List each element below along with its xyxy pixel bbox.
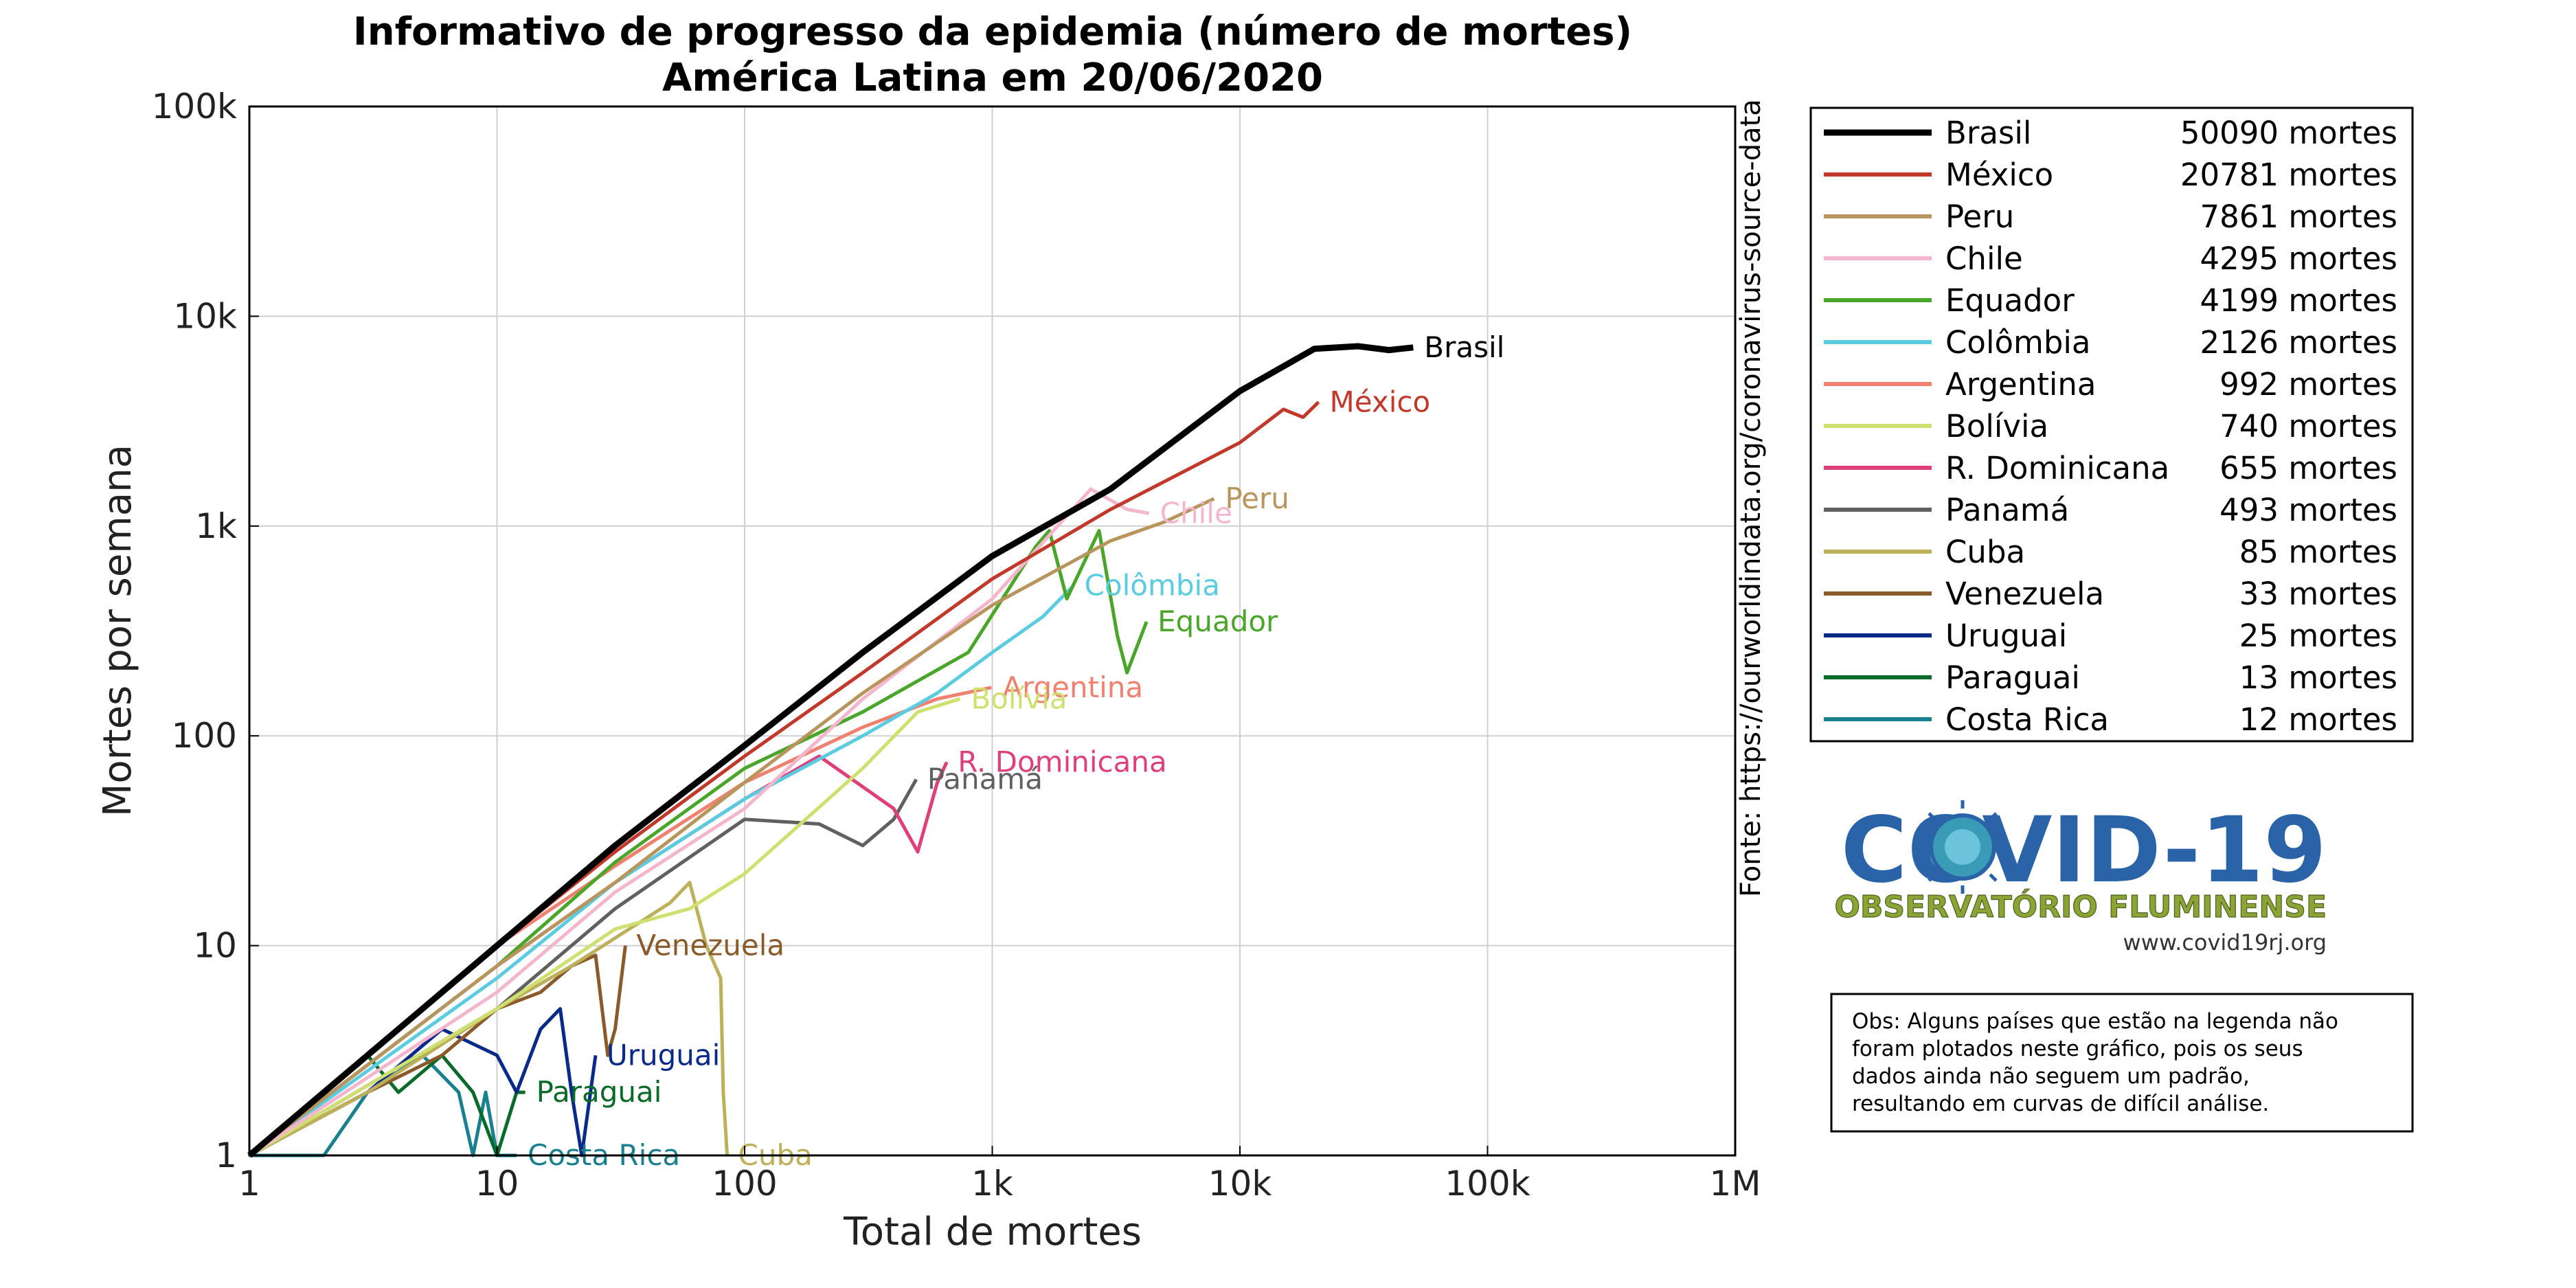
series-label-12: Uruguai [607,1038,720,1072]
series-line-7 [248,697,961,1157]
x-tick-label: 1k [971,1164,1013,1204]
x-tick-label: 1 [238,1164,260,1204]
y-tick-label: 100k [152,87,237,126]
legend-name-1: México [1945,157,2053,193]
legend-count-12: 25 mortes [2239,618,2397,654]
note-line-4: resultando em curvas de difícil análise. [1852,1092,2269,1116]
x-tick-label: 10 [475,1164,519,1204]
legend-count-1: 20781 mortes [2180,157,2397,193]
legend-count-4: 4199 mortes [2200,282,2397,319]
series-label-7: Bolívia [971,681,1067,715]
y-tick-label: 100 [172,716,237,756]
x-axis-label: Total de mortes [843,1210,1142,1254]
series-line-14 [249,1053,517,1157]
legend-name-7: Bolívia [1945,408,2048,444]
series-label-8: R. Dominicana [958,745,1166,778]
logo-subtitle: OBSERVATÓRIO FLUMINENSE [1834,888,2327,925]
note-line-3: dados ainda não seguem um padrão, [1852,1064,2250,1089]
series-line-12 [248,1007,598,1157]
legend-name-10: Cuba [1945,534,2025,570]
series-label-13: Paraguai [536,1075,662,1109]
x-tick-label: 100k [1445,1164,1530,1204]
covid19-logo: COVID-19 OBSERVATÓRIO FLUMINENSE www.cov… [1834,798,2327,956]
x-tick-label: 1M [1710,1164,1761,1204]
legend-count-3: 4295 mortes [2200,240,2397,277]
series-line-1 [248,400,1320,1157]
axis-ticks: 1 10 100 1k 10k 100k 1M 1 10 100 1k 10k 100k [152,87,1761,1204]
legend-count-14: 12 mortes [2239,701,2397,738]
series-line-9 [248,778,918,1157]
y-tick-label: 10 [193,926,237,966]
series-label-6: Argentina [1002,670,1143,704]
series-line-2 [248,497,1215,1157]
legend: Brasil 50090 mortes México 20781 mortes Peru… [1824,115,2397,738]
legend-name-5: Colômbia [1945,324,2090,361]
y-tick-label: 10k [173,296,237,336]
legend-count-11: 33 mortes [2239,576,2397,612]
legend-name-8: R. Dominicana [1945,450,2169,486]
logo-title: COVID-19 [1841,798,2327,903]
chart-title-line2: América Latina em 20/06/2020 [662,56,1323,100]
series-label-0: Brasil [1424,330,1504,364]
x-tick-label: 10k [1208,1164,1272,1204]
series-line-3 [248,487,1150,1157]
series-label-4: Equador [1157,605,1278,638]
note-box [1830,993,2414,1133]
legend-name-6: Argentina [1945,366,2097,403]
source-note: Fonte: https://ourworldindata.org/corona… [1735,99,1767,897]
legend-name-14: Costa Rica [1945,701,2109,738]
chart-title-line1: Informativo de progresso da epidemia (nú… [353,10,1632,54]
legend-count-10: 85 mortes [2239,534,2397,570]
legend-name-11: Venezuela [1945,576,2104,612]
legend-name-12: Uruguai [1945,618,2067,654]
legend-count-2: 7861 mortes [2200,199,2397,235]
legend-count-9: 493 mortes [2219,492,2397,528]
legend-count-5: 2126 mortes [2200,324,2397,361]
legend-count-0: 50090 mortes [2180,115,2397,151]
legend-name-9: Panamá [1945,492,2069,528]
legend-count-7: 740 mortes [2219,408,2397,444]
logo-url: www.covid19rj.org [2123,929,2327,956]
legend-count-13: 13 mortes [2239,659,2397,696]
legend-name-3: Chile [1945,240,2023,277]
series-label-1: México [1330,385,1431,418]
series-label-9: Panamá [927,762,1043,796]
legend-count-6: 992 mortes [2219,366,2397,403]
y-tick-label: 1 [215,1136,237,1175]
series-label-5: Colômbia [1085,569,1220,602]
series-label-2: Peru [1225,482,1289,515]
grid-lines [249,106,1736,1156]
legend-name-13: Paraguai [1945,659,2080,696]
virus-icon [1916,800,2009,894]
series-line-4 [248,529,1149,1157]
legend-name-0: Brasil [1945,115,2031,151]
legend-count-8: 655 mortes [2219,450,2397,486]
y-tick-label: 1k [195,506,237,546]
series-line-11 [248,945,627,1157]
series-line-5 [248,584,1075,1157]
series-line-0 [247,343,1414,1158]
y-axis-label: Mortes por semana [95,444,140,817]
legend-name-2: Peru [1945,199,2014,235]
x-tick-label: 100 [712,1164,777,1204]
series-label-3: Chile [1160,496,1232,530]
series-line-10 [248,881,730,1157]
note-line-2: foram plotados neste gráfico, pois os se… [1852,1037,2303,1061]
legend-name-4: Equador [1945,282,2075,319]
series-label-11: Venezuela [636,929,784,962]
note-line-1: Obs: Alguns países que estão na legenda … [1852,1009,2338,1034]
series-lines [247,343,1414,1158]
